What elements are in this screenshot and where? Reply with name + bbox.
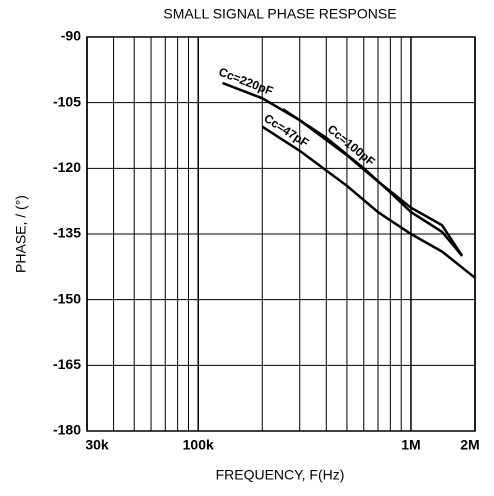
y-tick-label: -150 <box>53 290 81 306</box>
series-line <box>282 108 464 257</box>
series-line <box>222 81 464 257</box>
plot-frame <box>86 36 476 432</box>
y-tick-label: -90 <box>61 28 81 44</box>
y-tick-label: -105 <box>53 93 81 109</box>
x-tick-label: 1M <box>401 437 420 453</box>
x-tick-label: 100k <box>183 437 214 453</box>
chart-title: SMALL SIGNAL PHASE RESPONSE <box>163 6 396 22</box>
x-axis-label: FREQUENCY, F(Hz) <box>216 467 345 483</box>
x-tick-label: 30k <box>85 437 109 453</box>
y-tick-label: -180 <box>53 422 81 438</box>
y-tick-label: -120 <box>53 159 81 175</box>
y-axis-label: PHASE, / (°) <box>13 195 29 273</box>
y-tick-label: -135 <box>53 225 81 241</box>
x-tick-label: 2M <box>460 437 479 453</box>
y-tick-label: -165 <box>53 356 81 372</box>
series-line <box>261 125 476 279</box>
